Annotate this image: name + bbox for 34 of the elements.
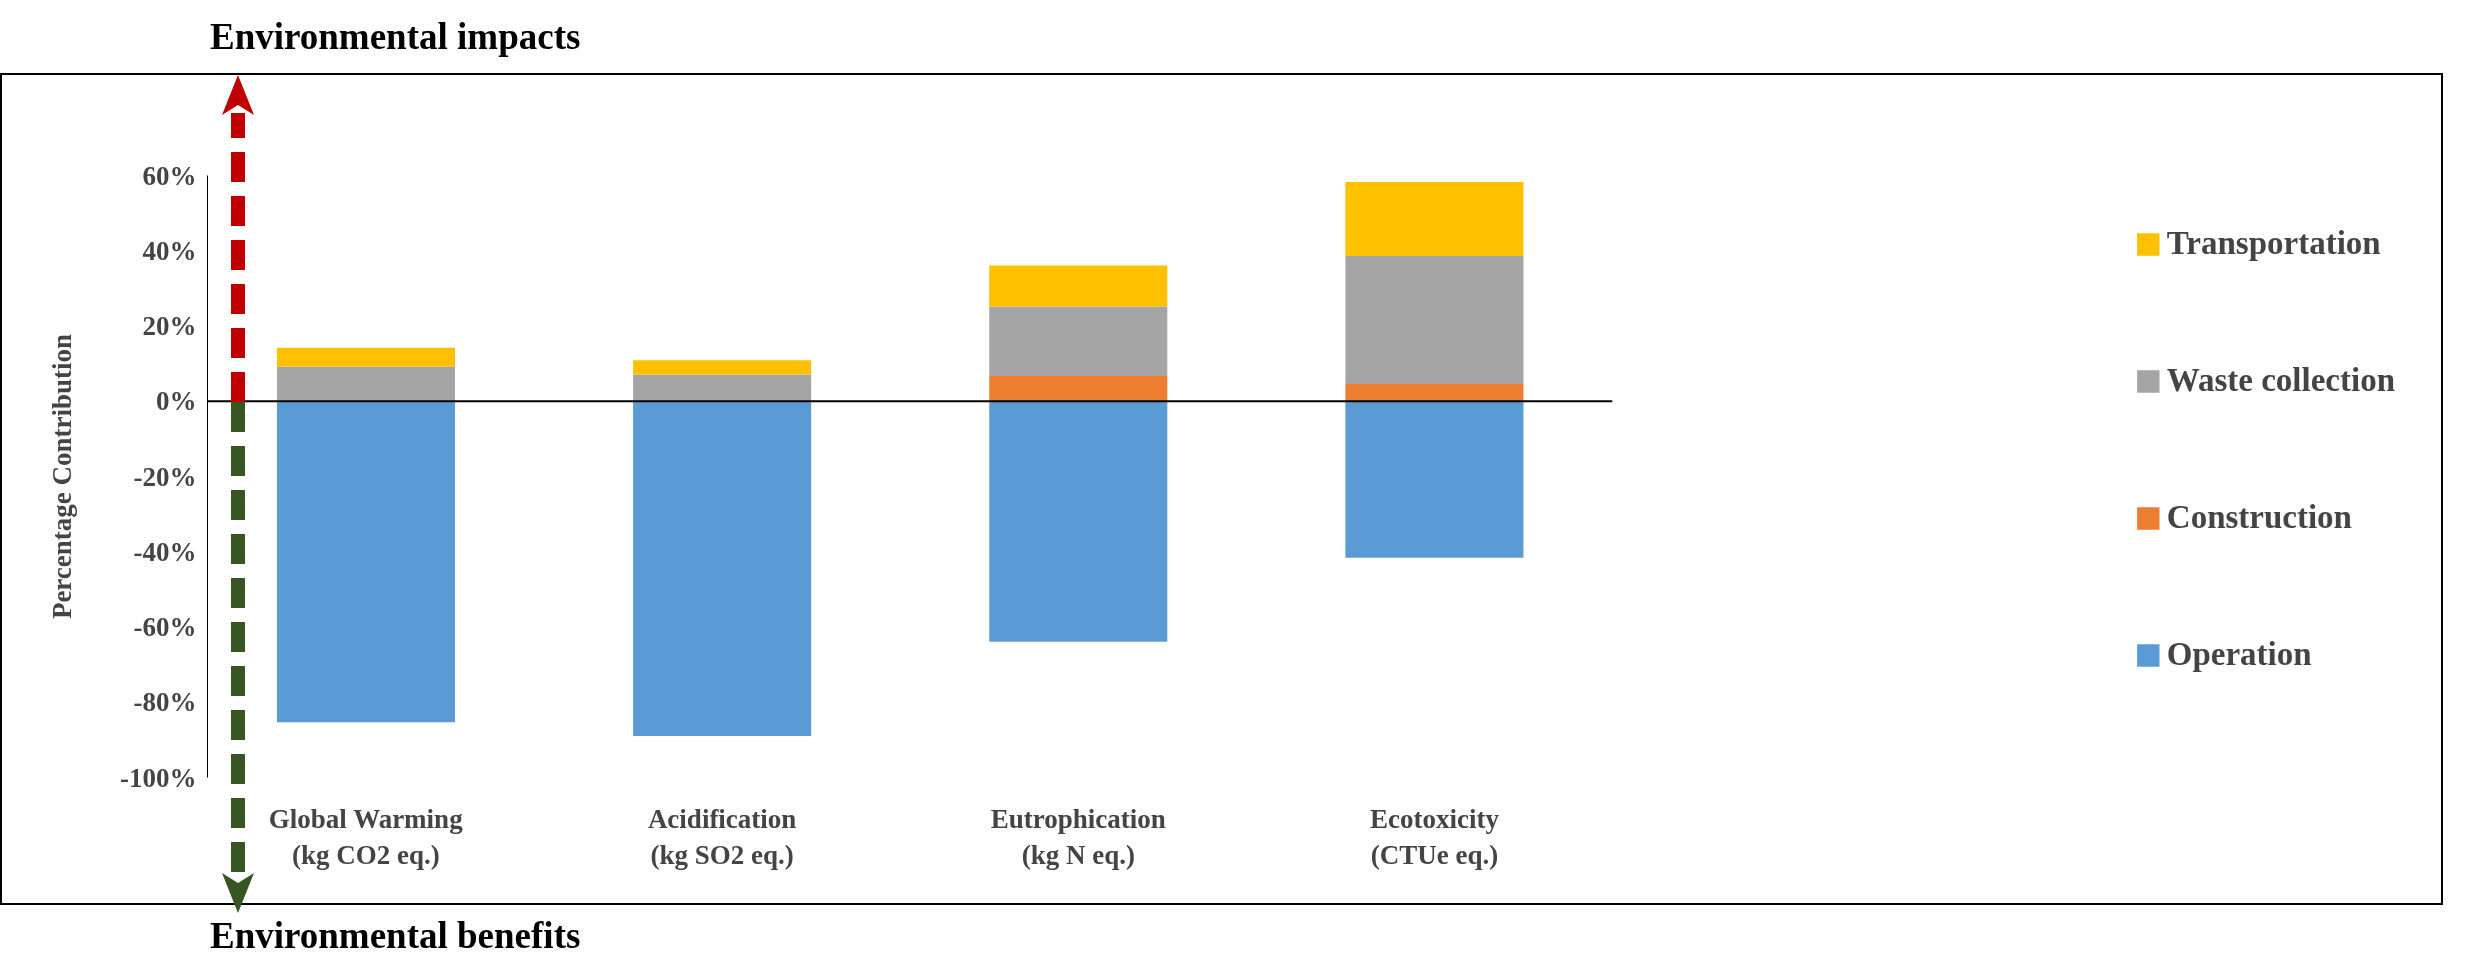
- bar: [633, 374, 812, 402]
- chart-title: Environmental impacts: [210, 16, 581, 57]
- bar: [989, 306, 1168, 377]
- bar: [989, 376, 1168, 402]
- y-tick-label: 40%: [142, 235, 197, 266]
- bar: [276, 401, 456, 723]
- legend-label: Operation: [2166, 636, 2312, 673]
- bar: [276, 347, 456, 367]
- legend-label: Construction: [2166, 499, 2352, 536]
- y-tick-label: -40%: [133, 536, 197, 567]
- y-tick-label: 0%: [156, 386, 197, 417]
- bar: [1345, 401, 1524, 558]
- x-tick-label: Acidification (kg SO2 eq.): [647, 803, 797, 870]
- y-tick-label: -100%: [120, 762, 197, 793]
- legend-label: Transportation: [2166, 225, 2381, 262]
- bar: [1345, 256, 1524, 384]
- bar: [989, 401, 1168, 642]
- bar: [989, 265, 1168, 307]
- x-tick-label: Ecotoxicity (CTUe eq.): [1369, 803, 1500, 870]
- bar: [633, 360, 812, 375]
- y-tick-label: 60%: [142, 160, 197, 191]
- y-tick-label: -20%: [133, 461, 197, 492]
- text: Environmental benefits: [210, 915, 581, 956]
- y-tick-label: -60%: [133, 612, 197, 642]
- x-tick-label: Global Warming (kg CO2 eq.): [268, 803, 464, 870]
- bar: [276, 366, 456, 402]
- x-tick-label: Eutrophication (kg N eq.): [990, 803, 1166, 870]
- y-tick-label: 20%: [142, 311, 197, 341]
- bar: [633, 401, 812, 737]
- bar: [1345, 181, 1524, 257]
- y-tick-label: -80%: [133, 687, 197, 718]
- y-axis-title: Percentage Contribution: [47, 333, 78, 620]
- bar: [1345, 383, 1524, 402]
- legend-label: Waste collection: [2166, 362, 2395, 399]
